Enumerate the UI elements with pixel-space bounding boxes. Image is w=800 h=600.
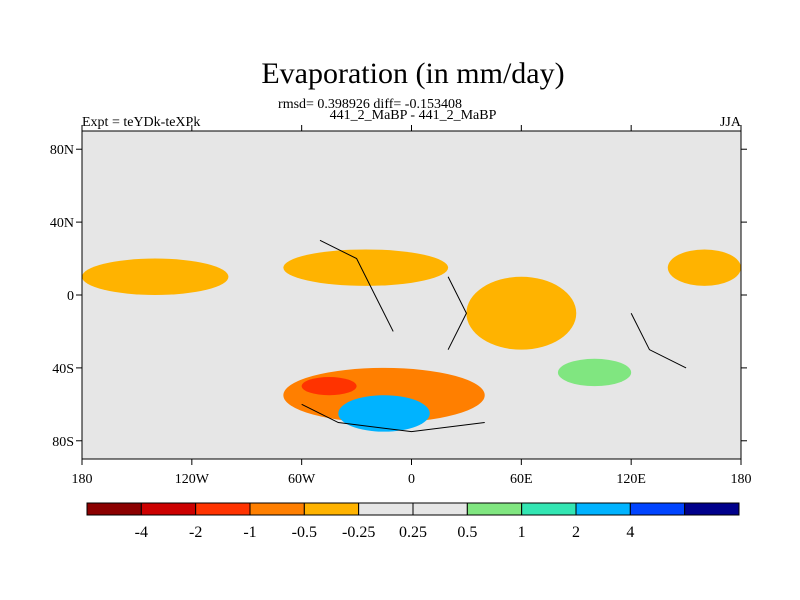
colorbar-swatch — [466, 502, 523, 516]
coastline — [301, 239, 687, 433]
x-axis: 180 120W 60W 0 60E 120E 180 — [72, 125, 752, 487]
colorbar-swatch — [575, 502, 631, 516]
region-north-atlantic-band — [283, 249, 449, 286]
x-tick-label: 60E — [510, 472, 533, 487]
region-west-pacific-band — [667, 249, 742, 286]
region-south-atlantic-core — [301, 377, 357, 396]
x-tick-label: 0 — [408, 472, 415, 487]
colorbar-label: -1 — [243, 524, 256, 541]
colorbar-label: 2 — [572, 524, 580, 541]
colorbar-label: -0.25 — [342, 524, 375, 541]
colorbar-swatch — [358, 502, 414, 516]
map-layer — [82, 249, 742, 432]
y-axis: 80N 40N 0 40S 80S — [50, 143, 747, 450]
colorbar-swatch — [195, 502, 251, 516]
colorbar-label: -0.5 — [292, 524, 317, 541]
colorbar-swatch — [86, 502, 142, 516]
colorbar-swatch — [521, 502, 577, 516]
region-subtropical-positive — [557, 358, 632, 387]
x-tick-label: 180 — [72, 472, 93, 487]
region-north-pacific-band — [82, 258, 229, 295]
colorbar-label: -2 — [189, 524, 202, 541]
y-tick-label: 40S — [52, 362, 74, 377]
coastline-segment — [630, 312, 687, 369]
stats-label: rmsd= 0.398926 diff= -0.153408 — [278, 97, 462, 112]
season-label: JJA — [720, 115, 742, 130]
colorbar-label: -4 — [135, 524, 148, 541]
x-tick-label: 120E — [616, 472, 646, 487]
colorbar-swatch — [303, 502, 360, 516]
region-south-atlantic-moistening — [338, 395, 430, 432]
colorbar-swatch — [629, 502, 686, 516]
y-tick-label: 40N — [50, 216, 74, 231]
x-tick-label: 60W — [288, 472, 316, 487]
colorbar-label: 0.5 — [457, 524, 477, 541]
y-tick-label: 80N — [50, 143, 74, 158]
coastline-segment — [319, 239, 394, 332]
colorbar-swatch — [249, 502, 305, 516]
y-tick-label: 80S — [52, 435, 74, 450]
coastline-segment — [447, 276, 467, 350]
colorbar-swatch — [684, 502, 740, 516]
colorbar-label: 4 — [626, 524, 634, 541]
colorbar-label: 1 — [518, 524, 526, 541]
colorbar-swatch — [140, 502, 197, 516]
chart-title: Evaporation (in mm/day) — [261, 57, 564, 90]
colorbar-label: 0.25 — [399, 524, 427, 541]
coastline-segment — [301, 403, 485, 433]
x-tick-label: 120W — [175, 472, 210, 487]
colorbar-swatch — [412, 502, 468, 516]
subtitle: 441_2_MaBP - 441_2_MaBP — [330, 108, 497, 123]
expt-label: Expt = teYDk-teXPk — [82, 115, 200, 130]
region-indian-ocean-band — [466, 276, 577, 350]
x-tick-label: 180 — [731, 472, 752, 487]
y-tick-label: 0 — [67, 289, 74, 304]
colorbar: -4 -2 -1 -0.5 -0.25 0.25 0.5 1 2 4 — [86, 502, 740, 541]
